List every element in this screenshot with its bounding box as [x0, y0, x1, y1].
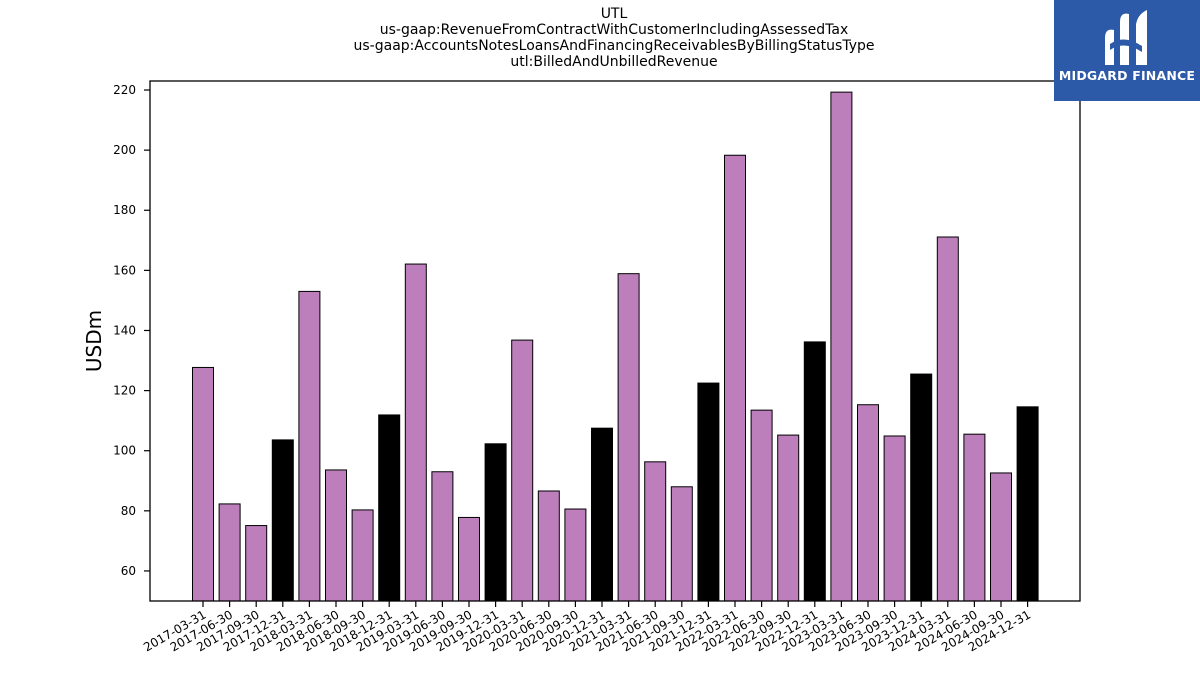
bar-2019-06-30 — [431, 471, 454, 602]
bar-2021-06-30 — [644, 461, 667, 602]
bar-2018-06-30 — [325, 469, 347, 602]
y-axis-label: USDm — [82, 310, 106, 372]
y-tick-label: 100 — [113, 444, 136, 458]
chart-title-line-4: utl:BilledAndUnbilledRevenue — [510, 54, 718, 70]
chart-title-line-3: us-gaap:AccountsNotesLoansAndFinancingRe… — [353, 38, 875, 54]
bar-2024-12-31 — [1016, 406, 1039, 602]
bar-2018-09-30 — [351, 509, 374, 602]
bar-2022-03-31 — [724, 154, 746, 602]
bar-2023-12-31 — [910, 373, 933, 602]
y-axis: 60 80 100 120 140 160 180 200 220 — [113, 83, 150, 578]
bar-2017-06-30 — [218, 503, 241, 602]
y-tick-label: 180 — [113, 203, 136, 217]
bar-2019-03-31 — [404, 263, 427, 602]
company-logo: MIDGARD FINANCE — [1054, 0, 1200, 101]
y-tick-label: 160 — [113, 263, 136, 277]
bar-2023-03-31 — [830, 91, 853, 602]
bar-2019-12-31 — [484, 443, 507, 602]
y-tick-label: 80 — [121, 504, 136, 518]
logo-text: MIDGARD FINANCE — [1058, 68, 1196, 83]
bar-2020-03-31 — [511, 339, 534, 602]
bar-2020-12-31 — [591, 427, 613, 602]
bar-2017-03-31 — [192, 366, 214, 602]
bar-2023-06-30 — [857, 404, 879, 602]
bar-2017-12-31 — [271, 439, 294, 602]
bar-2024-09-30 — [990, 472, 1012, 602]
bar-2021-03-31 — [617, 273, 640, 602]
bar-2024-06-30 — [963, 433, 986, 602]
bar-2020-09-30 — [564, 508, 587, 602]
y-tick-label: 200 — [113, 143, 136, 157]
bar-2020-06-30 — [537, 490, 560, 602]
y-tick-label: 60 — [121, 564, 136, 578]
bars-group — [192, 91, 1039, 602]
bar-2024-03-31 — [936, 236, 959, 602]
chart-title: UTL us-gaap:RevenueFromContractWithCusto… — [0, 6, 1200, 70]
bar-2018-12-31 — [378, 414, 401, 602]
y-tick-label: 220 — [113, 83, 136, 97]
bar-2018-03-31 — [298, 290, 321, 602]
plot-frame — [149, 80, 1081, 602]
logo-mark-icon — [1105, 10, 1147, 65]
bar-2022-12-31 — [803, 341, 826, 602]
chart-title-line-1: UTL — [600, 6, 628, 22]
chart-title-line-2: us-gaap:RevenueFromContractWithCustomerI… — [379, 22, 849, 38]
bar-2019-09-30 — [458, 516, 480, 602]
bar-2021-12-31 — [697, 382, 720, 602]
bar-2022-06-30 — [750, 409, 773, 602]
y-tick-label: 120 — [113, 384, 136, 398]
x-axis: 2017-03-312017-06-302017-09-302017-12-31… — [141, 601, 1033, 654]
y-tick-label: 140 — [113, 323, 136, 337]
bar-2022-09-30 — [777, 434, 800, 602]
bar-2023-09-30 — [883, 435, 906, 602]
bar-2021-09-30 — [670, 486, 693, 602]
bar-2017-09-30 — [245, 525, 268, 602]
